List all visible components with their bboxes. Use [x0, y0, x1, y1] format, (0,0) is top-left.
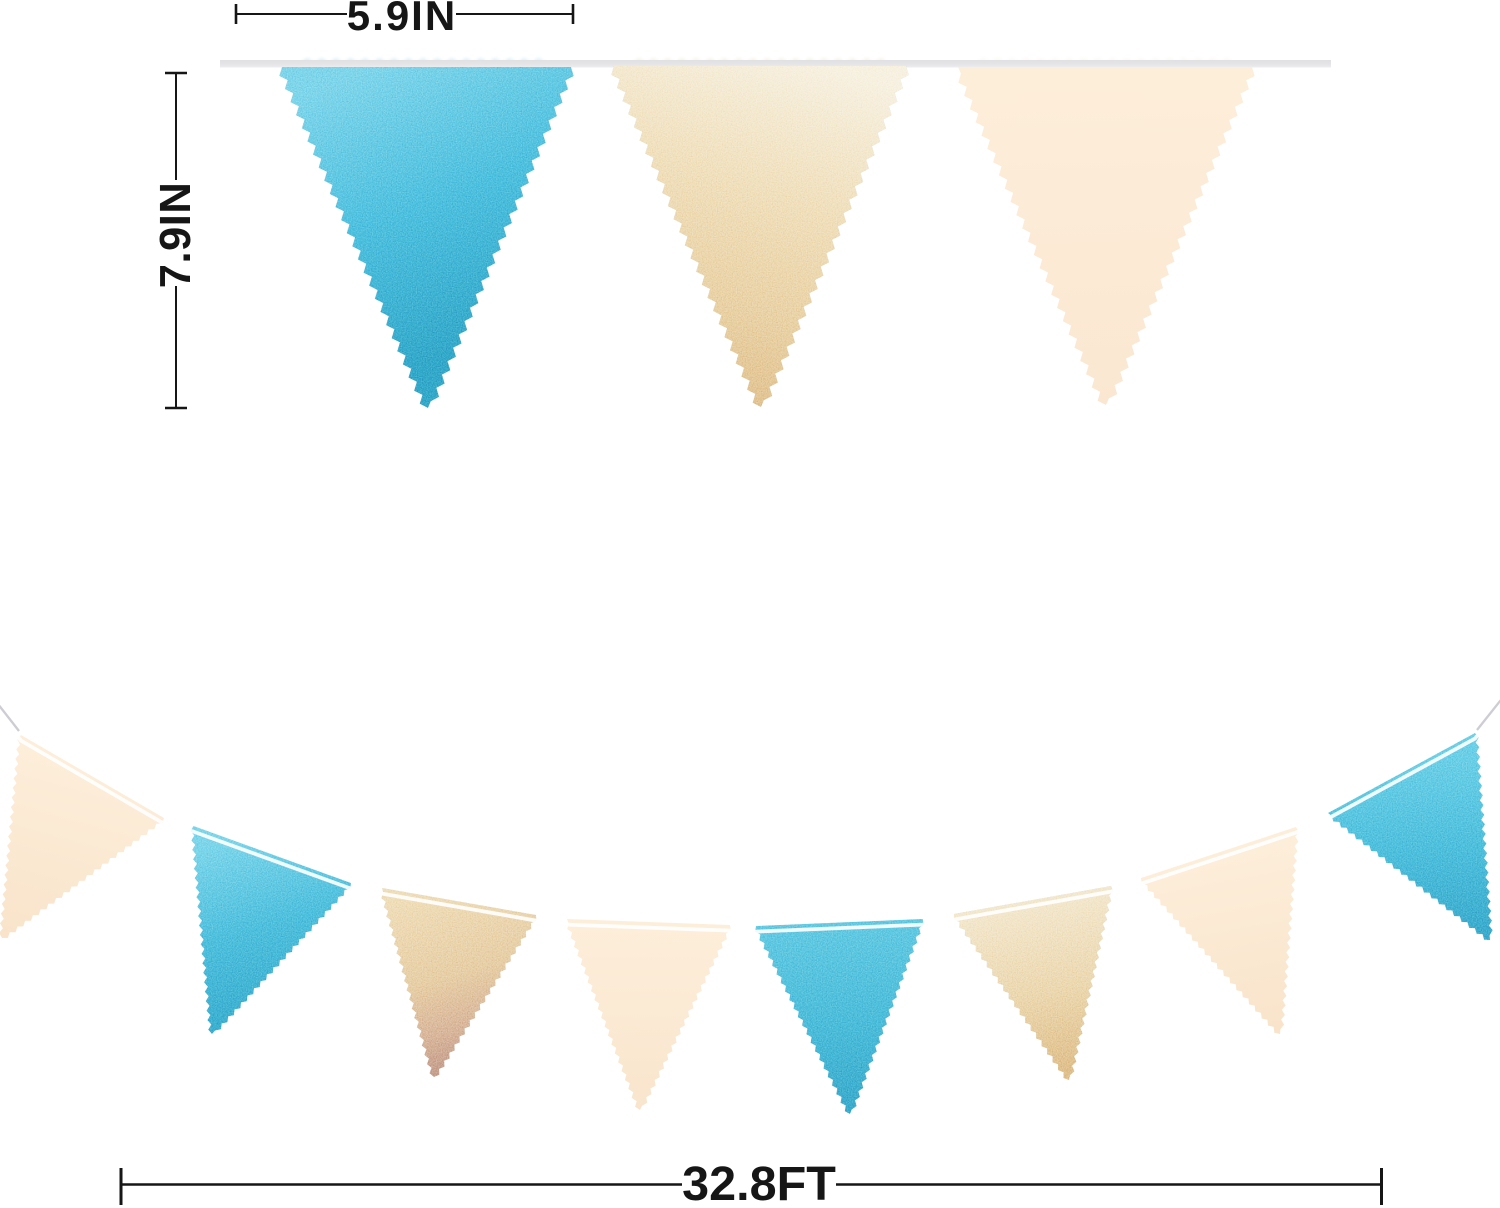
svg-text:32.8FT: 32.8FT	[682, 1157, 836, 1208]
svg-text:5.9IN: 5.9IN	[347, 0, 457, 39]
svg-text:7.9IN: 7.9IN	[152, 182, 200, 288]
